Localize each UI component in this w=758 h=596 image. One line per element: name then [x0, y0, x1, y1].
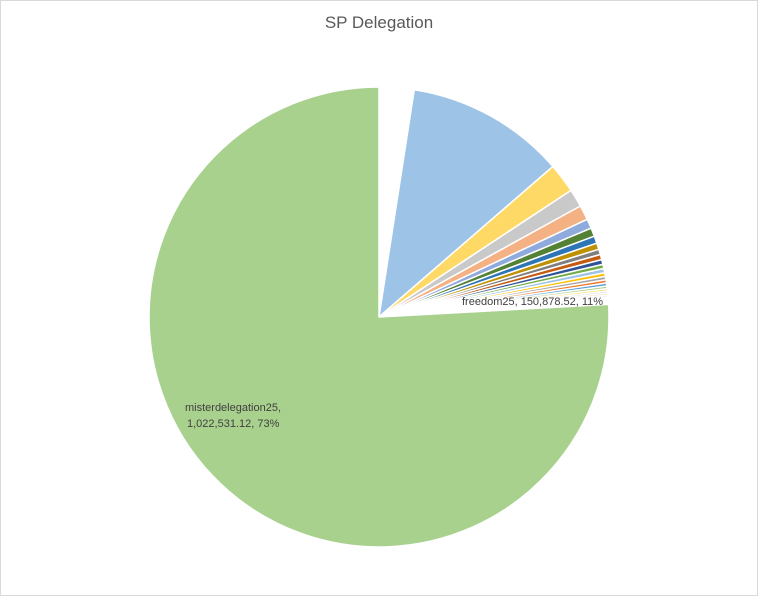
data-label-freedom25: freedom25, 150,878.52, 11% [462, 296, 603, 308]
pie-slice-misterdelegation25 [148, 86, 610, 548]
data-label-misterdelegation25-line2: 1,022,531.12, 73% [187, 418, 280, 430]
data-label-misterdelegation25-line1: misterdelegation25, [185, 402, 281, 414]
data-label-misterdelegation25: misterdelegation25, 1,022,531.12, 73% [185, 402, 284, 430]
data-labels: freedom25, 150,878.52, 11% misterdelegat… [185, 296, 603, 430]
chart-title: SP Delegation [324, 13, 434, 32]
pie-slice-freedom25 [378, 88, 554, 318]
pie-slices [148, 86, 610, 548]
